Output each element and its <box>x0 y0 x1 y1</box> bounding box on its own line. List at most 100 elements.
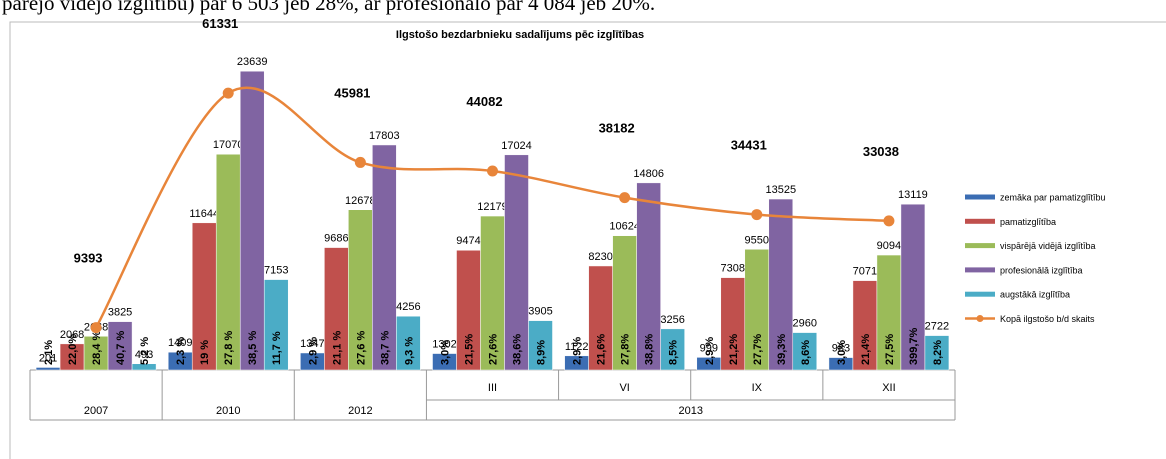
bar <box>900 203 926 371</box>
bar <box>324 247 349 371</box>
share-label: 38,5 % <box>247 331 259 365</box>
share-label: 27,5% <box>884 334 896 365</box>
value-label: 11644 <box>189 208 219 220</box>
total-label: 44082 <box>466 94 502 109</box>
bar <box>107 321 133 371</box>
share-label: 2,9 % <box>572 337 584 365</box>
bar <box>720 277 746 371</box>
bar <box>131 363 157 371</box>
bar <box>35 367 61 371</box>
bar <box>744 249 770 371</box>
bar <box>504 154 529 371</box>
value-label: 9094 <box>877 240 901 252</box>
value-label: 17803 <box>369 130 400 142</box>
x-tick-label: IX <box>752 382 763 394</box>
value-label: 8230 <box>588 251 612 263</box>
value-label: 1409 <box>168 337 192 349</box>
x-tick-label: 2010 <box>216 405 240 417</box>
share-label: 21,5% <box>464 334 476 365</box>
share-label: 8,2% <box>932 340 944 365</box>
bar <box>636 182 661 371</box>
value-label: 2068 <box>60 329 84 341</box>
share-label: 8,5% <box>668 340 680 365</box>
share-label: 38,6% <box>512 334 524 365</box>
share-label: 8,6% <box>800 340 812 365</box>
share-label: 38,7 % <box>379 331 391 365</box>
bar <box>792 332 818 371</box>
total-label: 34431 <box>731 138 767 153</box>
share-label: 22,0% <box>67 334 79 365</box>
x-tick-label: 2007 <box>84 405 108 417</box>
bar <box>191 222 217 371</box>
total-point <box>354 156 366 168</box>
total-point <box>619 192 631 204</box>
value-label: 983 <box>832 343 850 355</box>
value-label: 493 <box>135 349 153 361</box>
value-label: 9686 <box>324 233 348 245</box>
total-point <box>751 209 763 221</box>
share-label: 27,7% <box>752 334 764 365</box>
share-label: 39,3% <box>776 334 788 365</box>
share-label: 8,9% <box>536 340 548 365</box>
legend-label: Kopā ilgstošo b/d skaits <box>1000 314 1095 324</box>
value-label: 12678 <box>345 195 376 207</box>
share-label: 399,7% <box>908 327 920 365</box>
bar <box>263 279 289 371</box>
value-label: 3256 <box>660 314 684 326</box>
bar <box>660 328 685 371</box>
bar <box>215 153 241 371</box>
value-label: 7308 <box>721 263 745 275</box>
legend-label: profesionālā izglītība <box>1000 265 1083 275</box>
value-label: 3825 <box>108 307 132 319</box>
value-label: 12179 <box>477 201 508 213</box>
share-label: 19 % <box>199 340 211 365</box>
share-label: 21,1 % <box>331 331 343 365</box>
x-tick-label: VI <box>619 382 629 394</box>
share-label: 3,0% <box>836 340 848 365</box>
document-text: pārējo vidējo izglītību) par 6 503 jeb 2… <box>2 0 655 15</box>
legend-label: vispārējā vidējā izglītība <box>1000 241 1096 251</box>
bar <box>876 254 902 371</box>
value-label: 4256 <box>396 301 420 313</box>
share-label: 11,7 % <box>271 331 283 365</box>
legend-swatch <box>965 267 995 273</box>
share-label: 27,8% <box>620 334 632 365</box>
total-label: 38182 <box>599 121 635 136</box>
value-label: 7071 <box>853 266 877 278</box>
share-label: 9,3 % <box>403 337 415 365</box>
legend-swatch <box>976 315 984 322</box>
total-label: 61331 <box>202 16 238 31</box>
share-label: 27,8 % <box>223 331 235 365</box>
share-label: 2,9 % <box>307 337 319 365</box>
share-label: 2,1% <box>43 340 55 365</box>
bar <box>768 198 794 371</box>
bar <box>480 215 505 371</box>
share-label: 2,9 % <box>704 337 716 365</box>
bar <box>59 343 85 371</box>
chart-frame <box>9 21 1166 459</box>
value-label: 9474 <box>456 235 480 247</box>
total-label: 33038 <box>863 144 899 159</box>
value-label: 9550 <box>745 234 769 246</box>
x-tick-label: III <box>488 382 497 394</box>
legend-label: zemāka par pamatizglītību <box>1000 193 1106 203</box>
total-point <box>883 215 895 227</box>
total-label: 45981 <box>334 85 370 100</box>
total-label: 9393 <box>74 251 103 266</box>
share-label: 21,6% <box>596 334 608 365</box>
category-group-label: 2013 <box>678 405 702 417</box>
value-label: 13525 <box>765 184 796 196</box>
value-label: 13119 <box>898 189 928 201</box>
share-label: 2,3 % <box>175 337 187 365</box>
legend-swatch <box>965 194 995 200</box>
bar <box>612 235 637 371</box>
total-point <box>90 322 102 334</box>
share-label: 21,4% <box>860 334 872 365</box>
bar <box>588 265 613 371</box>
legend-swatch <box>965 291 995 297</box>
value-label: 999 <box>700 342 718 354</box>
legend-swatch <box>965 218 995 224</box>
value-label: 1347 <box>300 338 324 350</box>
bar <box>528 320 553 371</box>
